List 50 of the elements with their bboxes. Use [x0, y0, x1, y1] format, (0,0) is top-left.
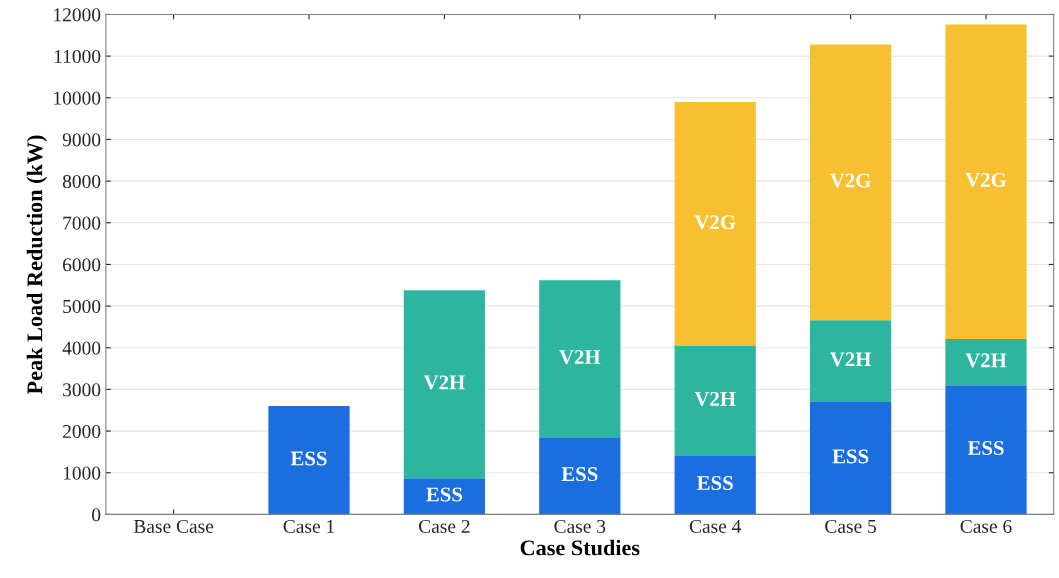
x-tick-label: Case 4	[689, 519, 742, 533]
x-axis-title: Case Studies	[520, 539, 640, 556]
y-tick-label: 2000	[63, 424, 101, 439]
bar	[674, 455, 756, 515]
text: V2G	[830, 173, 871, 188]
series-label: V2G	[694, 215, 736, 230]
x-tick-label: Case 1	[283, 519, 335, 533]
text: ESS	[967, 441, 1004, 456]
y-tick-label: 8000	[62, 174, 101, 189]
y-tick-label: 4000	[62, 341, 101, 355]
bar	[945, 385, 1027, 515]
x-tick-label: Case 5	[825, 519, 877, 533]
bar	[403, 478, 486, 515]
x-tick-label: Base Case	[133, 519, 214, 533]
text: V2H	[694, 391, 736, 406]
x-tick-label: Case 2	[419, 519, 470, 533]
bar	[539, 437, 621, 515]
y-tick-label: 12000	[54, 8, 101, 22]
y-tick-label: 0	[92, 508, 101, 522]
y-tick-label: 10000	[54, 91, 101, 105]
series-label: V2H	[965, 353, 1007, 368]
bar	[809, 320, 892, 402]
text: ESS	[561, 467, 598, 482]
bar	[674, 101, 756, 347]
y-axis-title: Peak Load Reduction (kW)	[26, 135, 47, 394]
bar	[403, 290, 486, 479]
y-tick-label: 3000	[63, 383, 101, 397]
bar	[674, 346, 756, 456]
series-label: ESS	[426, 487, 463, 502]
x-tick-label: Case 3	[554, 519, 606, 533]
y-tick-label: 6000	[62, 258, 101, 272]
y-tick-label: 11000	[54, 49, 101, 64]
text: V2H	[423, 375, 465, 390]
bar	[809, 44, 892, 321]
bar	[539, 280, 621, 438]
bar	[268, 406, 350, 515]
y-tick-label: 9000	[62, 133, 101, 147]
bar	[945, 24, 1027, 340]
text: V2H	[830, 352, 872, 367]
text: V2G	[965, 172, 1007, 188]
text: ESS	[290, 451, 327, 466]
bar	[809, 401, 892, 515]
y-tick-label: 1000	[63, 466, 101, 480]
text: V2H	[559, 350, 601, 365]
x-tick-label: Case 6	[960, 519, 1012, 533]
text: ESS	[697, 476, 733, 491]
bar	[945, 339, 1027, 386]
y-tick-label: 7000	[63, 216, 101, 230]
y-tick-label: 5000	[63, 299, 101, 314]
text: ESS	[832, 449, 869, 464]
